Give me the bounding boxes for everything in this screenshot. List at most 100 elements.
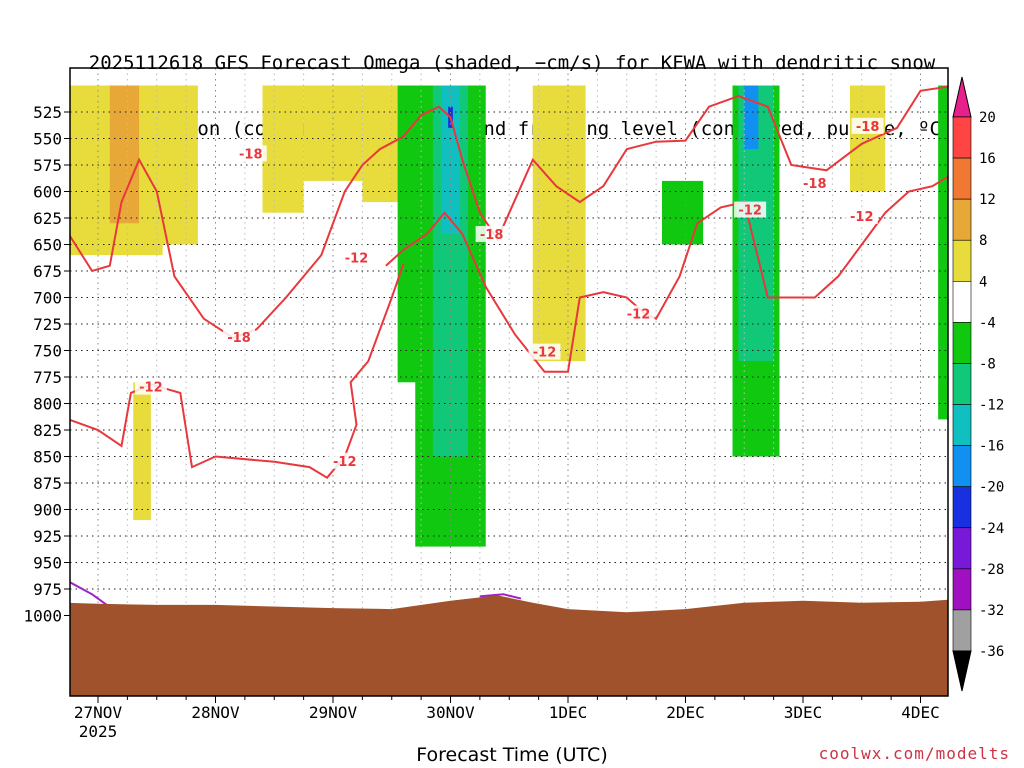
contour-label: -12: [850, 210, 874, 225]
x-axis: 27NOV 28NOV 29NOV 30NOV 1DEC 2DEC 3DEC 4DEC 2025: [74, 696, 940, 741]
contour-label: -18: [227, 331, 251, 346]
plot-grid: [70, 68, 948, 696]
colorbar-label: 20: [979, 110, 996, 126]
contour-label-bg: [845, 207, 878, 224]
x-axis-title: Forecast Time (UTC): [416, 744, 608, 766]
dendritic-contours-layer: [70, 85, 948, 479]
colorbar-band: [952, 445, 972, 487]
colorbar-label: -12: [979, 398, 1004, 414]
omega-region: [303, 85, 363, 181]
ground-terrain: [70, 595, 948, 696]
omega-region: [133, 382, 151, 521]
colorbar-band: [952, 198, 972, 241]
contour-label-bg: [223, 328, 255, 345]
contour-line-minus18: [70, 85, 948, 339]
omega-region: [109, 85, 140, 224]
omega-region: [662, 180, 704, 245]
contour-label-bg: [328, 452, 361, 469]
omega-region: [362, 85, 404, 203]
colorbar-band: [952, 322, 972, 364]
y-tick-label: 1000: [23, 607, 62, 626]
contour-label-bg: [622, 305, 655, 322]
freezing-level-line: [479, 593, 522, 600]
y-tick-label: 950: [33, 554, 62, 573]
x-tick-label: 1DEC: [549, 703, 588, 722]
contour-label: -12: [345, 251, 369, 266]
colorbar-label: -24: [979, 521, 1004, 537]
contour-label-bg: [134, 378, 167, 395]
y-tick-label: 700: [33, 289, 62, 308]
contour-label: -18: [480, 228, 504, 243]
colorbar-band: [952, 568, 972, 611]
y-tick-label: 750: [33, 342, 62, 361]
colorbar-top-arrow: [952, 76, 972, 118]
colorbar-band: [952, 363, 972, 405]
colorbar-label: 4: [979, 274, 987, 290]
colorbar-label: -20: [979, 480, 1004, 496]
y-tick-label: 650: [33, 236, 62, 255]
y-tick-label: 975: [33, 580, 62, 599]
freezing-level-line: [70, 581, 111, 608]
colorbar-label: -28: [979, 562, 1004, 578]
y-tick-label: 675: [33, 262, 62, 281]
x-year-label: 2025: [79, 722, 118, 741]
y-tick-label: 825: [33, 421, 62, 440]
y-tick-label: 800: [33, 395, 62, 414]
y-tick-label: 775: [33, 368, 62, 387]
x-tick-label: 28NOV: [191, 703, 240, 722]
contour-label-bg: [734, 201, 767, 218]
y-tick-label: 525: [33, 103, 62, 122]
omega-region: [938, 85, 948, 420]
omega-region: [262, 85, 304, 213]
x-tick-label: 27NOV: [74, 703, 123, 722]
x-tick-label: 3DEC: [784, 703, 823, 722]
x-tick-label: 30NOV: [426, 703, 475, 722]
colorbar-band: [952, 527, 972, 570]
ground-layer: [70, 581, 948, 696]
y-tick-label: 625: [33, 209, 62, 228]
y-tick-label: 550: [33, 130, 62, 149]
colorbar: 20 16 12 8 4 -4 -8 -12 -16 -20 -24 -28 -32 -36: [952, 76, 1004, 692]
colorbar-label: -8: [979, 356, 996, 372]
contour-label: -12: [333, 455, 357, 470]
credit-text: coolwx.com/modelts: [818, 744, 1010, 763]
colorbar-band: [952, 157, 972, 200]
contour-label-bg: [798, 175, 831, 192]
y-tick-label: 850: [33, 448, 62, 467]
x-tick-label: 2DEC: [666, 703, 705, 722]
contour-label-bg: [234, 145, 267, 162]
colorbar-label: 8: [979, 233, 987, 249]
y-tick-label: 900: [33, 501, 62, 520]
contour-label: -12: [738, 204, 762, 219]
y-tick-label: 600: [33, 183, 62, 202]
y-tick-label: 875: [33, 474, 62, 493]
contour-label: -12: [139, 381, 163, 396]
colorbar-label: -32: [979, 603, 1004, 619]
contour-label: -18: [239, 147, 263, 162]
x-tick-label: 4DEC: [901, 703, 940, 722]
colorbar-label: -36: [979, 644, 1004, 660]
contour-label: -12: [627, 307, 651, 322]
contour-label-bg: [528, 343, 561, 360]
omega-region: [532, 85, 586, 362]
contour-label: -12: [533, 346, 557, 361]
contour-label-bg: [475, 225, 508, 242]
colorbar-label: 16: [979, 151, 996, 167]
contour-label-bg: [340, 249, 373, 266]
contour-label: -18: [856, 120, 880, 135]
omega-region: [441, 85, 460, 234]
y-tick-label: 575: [33, 156, 62, 175]
x-tick-label: 29NOV: [309, 703, 358, 722]
colorbar-band: [952, 486, 972, 529]
colorbar-label: -16: [979, 439, 1004, 455]
colorbar-band: [952, 281, 972, 323]
contour-line-minus12-lower: [70, 263, 405, 479]
contour-labels: -18 -12 -18 -12 -12 -18 -12 -18 -12 -18 -12 -12: [134, 117, 884, 470]
omega-region: [744, 85, 759, 150]
y-tick-label: 925: [33, 527, 62, 546]
y-axis: 525 550 575 600 625 650 675 700 725 750 775 800 825 8…: [23, 103, 70, 626]
colorbar-label: 12: [979, 192, 996, 208]
colorbar-band: [952, 116, 972, 159]
colorbar-band: [952, 609, 972, 652]
